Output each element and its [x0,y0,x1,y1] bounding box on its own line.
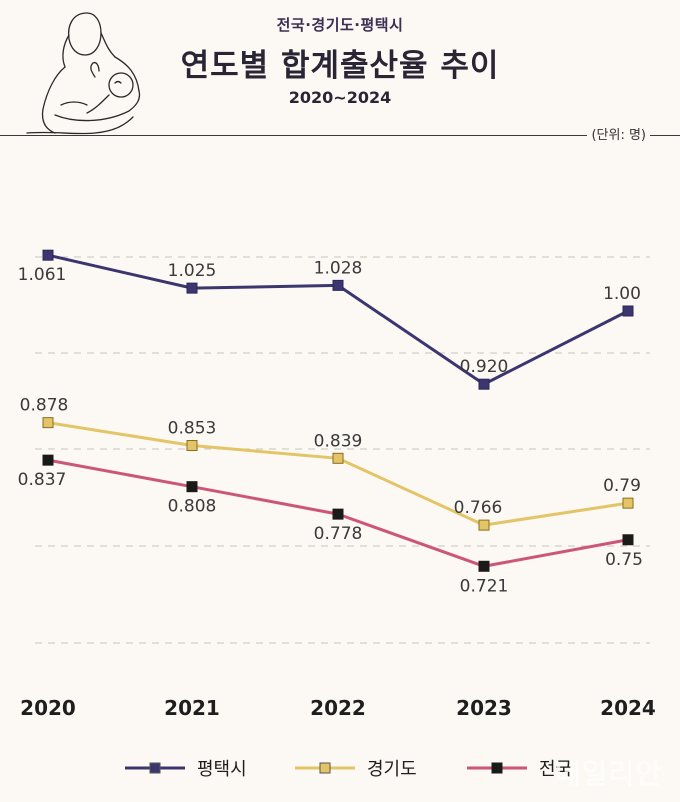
data-point-marker [622,305,634,317]
x-tick-label: 2021 [164,696,220,720]
legend-label: 전국 [539,759,572,780]
data-point-marker [332,279,344,291]
data-point-marker [186,282,198,294]
x-tick-label: 2020 [20,696,76,720]
legend-marker [319,762,331,774]
data-point-marker [478,519,490,531]
data-point-marker [186,440,198,452]
data-label: 0.79 [603,476,641,496]
data-label: 1.025 [168,261,217,281]
chart-supertitle: 전국·경기도·평택시 [276,16,404,34]
data-point-marker [42,417,54,429]
data-label: 1.028 [314,258,363,278]
chart-subtitle: 2020~2024 [288,88,392,107]
data-label: 0.878 [20,396,69,416]
mother-baby-illustration [26,12,141,135]
data-label: 0.839 [314,431,363,451]
chart-header: 전국·경기도·평택시 연도별 합계출산율 추이 2020~2024 (단위: 명… [0,0,680,143]
data-point-marker [186,481,198,493]
data-point-marker [478,378,490,390]
data-point-marker [332,508,344,520]
x-tick-label: 2022 [310,696,366,720]
legend-marker [491,762,503,774]
data-label: 1.00 [603,284,641,304]
header-divider [0,135,680,136]
legend-label: 경기도 [367,759,417,780]
x-tick-label: 2023 [456,696,512,720]
data-label: 0.920 [460,357,509,377]
data-point-marker [332,452,344,464]
data-label: 0.721 [460,576,509,596]
data-point-marker [622,534,634,546]
data-label: 0.766 [454,498,503,518]
data-label: 0.808 [168,497,217,517]
data-label: 0.778 [314,524,363,544]
data-label: 1.061 [18,265,67,285]
unit-label: (단위: 명) [587,124,650,143]
chart-title: 연도별 합계출산율 추이 [180,48,500,84]
watermark: 데일리안 [554,757,662,790]
data-label: 0.853 [168,419,217,439]
data-point-marker [622,497,634,509]
legend-marker [149,762,161,774]
data-point-marker [42,249,54,261]
data-point-marker [478,560,490,572]
legend-label: 평택시 [197,759,247,780]
data-label: 0.837 [18,470,67,490]
data-point-marker [42,454,54,466]
line-chart: 1.061 1.025 1.028 0.920 1.00 0.878 0.853 0.839 0… [18,249,656,780]
data-label: 0.75 [605,550,643,570]
x-tick-label: 2024 [600,696,656,720]
